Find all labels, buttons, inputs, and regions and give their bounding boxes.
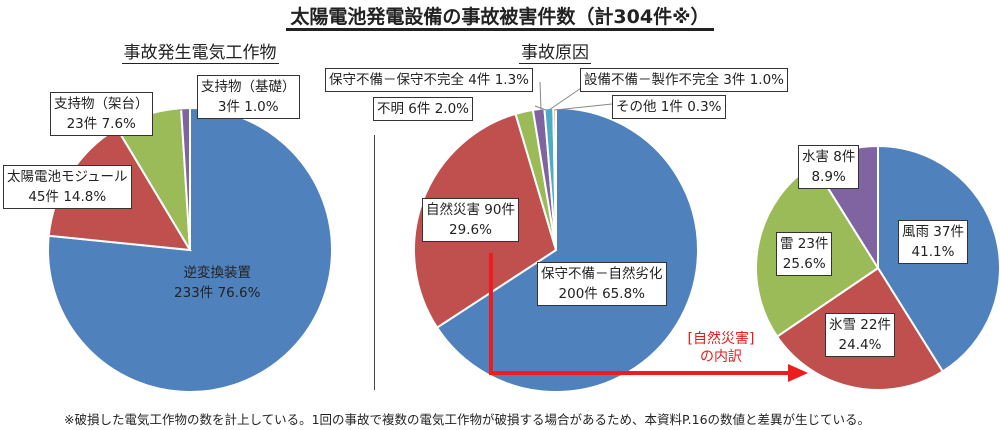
label-lightning: 雷 23件 25.6% — [776, 232, 833, 276]
label-flood-pct: 8.9% — [811, 169, 846, 185]
label-windrain-count: 37件 — [933, 224, 964, 240]
label-rack: 支持物（架台） 23件 7.6% — [50, 92, 153, 136]
label-windrain: 風雨 37件 41.1% — [898, 220, 968, 264]
chart2-title-text: 事故原因 — [519, 43, 591, 64]
label-rack-count: 23件 — [66, 116, 98, 132]
label-manufacturing-pct: 1.0% — [749, 72, 784, 88]
label-unknown-count: 6件 — [408, 101, 431, 117]
chart1-title: 事故発生電気工作物 — [75, 38, 325, 64]
label-snow-count: 22件 — [860, 317, 891, 333]
pie1-slice-3 — [180, 106, 191, 251]
label-foundation: 支持物（基礎） 3件 1.0% — [197, 75, 300, 119]
label-manufacturing-name: 設備不備－製作不完全 — [584, 72, 719, 88]
label-unknown-name: 不明 — [377, 101, 404, 117]
label-rack-name: 支持物（架台） — [54, 96, 149, 112]
leader-line-2 — [539, 81, 542, 111]
label-manufacturing-count: 3件 — [723, 72, 746, 88]
label-disaster-pct: 29.6% — [449, 222, 492, 238]
label-disaster: 自然災害 90件 29.6% — [422, 198, 519, 242]
label-flood: 水害 8件 8.9% — [798, 145, 860, 189]
label-disaster-count: 90件 — [484, 202, 515, 218]
pie2-slice-5 — [552, 106, 557, 251]
label-foundation-name: 支持物（基礎） — [201, 79, 296, 95]
label-degradation-count: 200件 — [558, 286, 598, 302]
leader-line-4 — [554, 103, 613, 111]
label-snow: 氷雪 22件 24.4% — [825, 313, 895, 357]
label-disaster-name: 自然災害 — [426, 202, 480, 218]
label-other-name: その他 — [616, 99, 657, 115]
pie-equipment — [47, 106, 333, 393]
breakdown-arrow-head — [788, 364, 808, 382]
footnote: ※破損した電気工作物の数を計上している。1回の事故で複数の電気工作物が破損する場… — [64, 412, 871, 427]
label-lightning-name: 雷 — [780, 236, 794, 252]
label-other-pct: 0.3% — [687, 99, 722, 115]
label-maintenance-count: 4件 — [468, 72, 491, 88]
label-windrain-name: 風雨 — [902, 224, 929, 240]
label-foundation-pct: 1.0% — [244, 99, 279, 115]
label-module-pct: 14.8% — [63, 189, 107, 205]
label-flood-count: 8件 — [833, 149, 856, 165]
breakdown-label-line2: の内訳 — [700, 349, 742, 365]
label-flood-name: 水害 — [802, 149, 829, 165]
label-module: 太陽電池モジュール 45件 14.8% — [3, 165, 132, 209]
pie-causes — [413, 106, 699, 393]
label-other-count: 1件 — [660, 99, 683, 115]
label-other: その他 1件 0.3% — [612, 95, 726, 119]
label-lightning-pct: 25.6% — [782, 256, 826, 272]
label-windrain-pct: 41.1% — [911, 244, 955, 260]
label-degradation-name: 保守不備－自然劣化 — [541, 266, 663, 282]
breakdown-arrow-line — [489, 253, 790, 375]
chart2-title: 事故原因 — [430, 38, 680, 64]
label-maintenance-incomplete: 保守不備－保守不完全 4件 1.3% — [325, 68, 533, 92]
label-snow-name: 氷雪 — [829, 317, 856, 333]
label-foundation-count: 3件 — [217, 99, 240, 115]
page-title-text: 太陽電池発電設備の事故被害件数（計304件※） — [286, 6, 714, 31]
label-lightning-count: 23件 — [797, 236, 829, 252]
page-title: 太陽電池発電設備の事故被害件数（計304件※） — [0, 2, 1000, 31]
breakdown-label-line1: [自然災害] — [687, 331, 755, 347]
label-inverter: 逆変換装置 233件 76.6% — [171, 262, 263, 304]
label-module-count: 45件 — [28, 189, 60, 205]
label-degradation-pct: 65.8% — [602, 286, 645, 302]
label-inverter-pct: 76.6% — [217, 285, 261, 301]
label-inverter-name: 逆変換装置 — [183, 265, 251, 281]
divider — [374, 135, 375, 390]
label-snow-pct: 24.4% — [838, 337, 882, 353]
label-maintenance-name: 保守不備－保守不完全 — [329, 72, 464, 88]
label-degradation: 保守不備－自然劣化 200件 65.8% — [537, 262, 667, 306]
chart1-title-text: 事故発生電気工作物 — [121, 43, 279, 64]
label-rack-pct: 7.6% — [101, 116, 136, 132]
label-module-name: 太陽電池モジュール — [7, 169, 128, 185]
pie2-slice-0 — [435, 106, 699, 393]
label-unknown-pct: 2.0% — [434, 101, 469, 117]
label-inverter-count: 233件 — [174, 285, 214, 301]
label-maintenance-pct: 1.3% — [494, 72, 529, 88]
label-manufacturing: 設備不備－製作不完全 3件 1.0% — [580, 68, 788, 92]
breakdown-label: [自然災害] の内訳 — [676, 330, 766, 366]
label-unknown: 不明 6件 2.0% — [373, 97, 473, 121]
